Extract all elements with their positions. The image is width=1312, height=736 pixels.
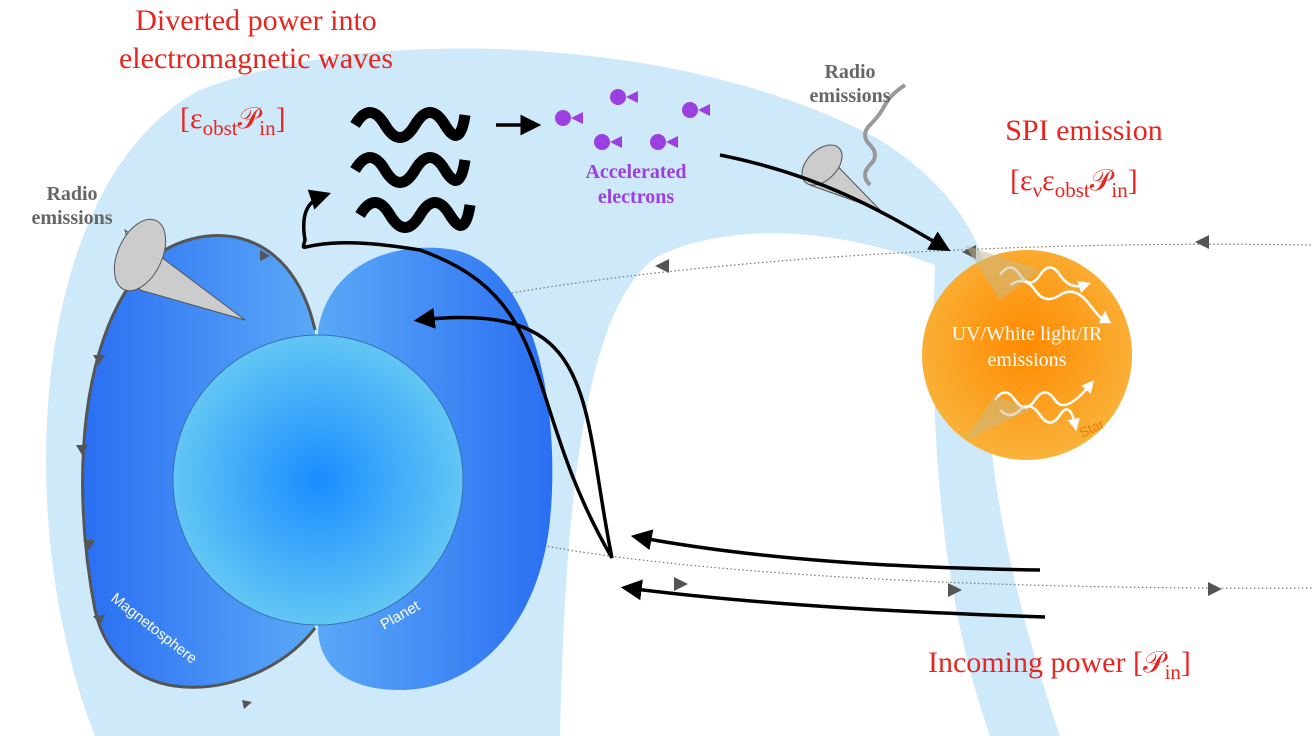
text-part: obst <box>1055 178 1090 202</box>
text-part: [ε <box>180 102 203 135</box>
text-part: emissions <box>31 207 112 229</box>
text-part: electrons <box>598 186 674 208</box>
text-part: [ε <box>1010 164 1033 197</box>
diverted-title: Diverted power into electromagnetic waves <box>119 4 393 75</box>
text-part: Radio <box>824 61 875 83</box>
text-part: Radio <box>46 183 97 205</box>
text-part: ] <box>276 102 286 135</box>
electrons-label: Accelerated electrons <box>585 161 686 208</box>
text-part: in <box>259 116 276 140</box>
star <box>922 250 1132 460</box>
text-part: 𝒫 <box>1143 646 1168 679</box>
text-part: in <box>1165 660 1182 684</box>
text-part: Accelerated <box>585 161 686 183</box>
radio-label: Radio emissions <box>809 61 890 107</box>
text-part: emissions <box>988 349 1067 371</box>
spi-title: SPI emission <box>1005 114 1163 147</box>
cones <box>113 83 907 321</box>
text-part: ] <box>1181 646 1191 679</box>
text-part: in <box>1111 178 1128 202</box>
waves <box>350 107 476 233</box>
text-part: 𝒫 <box>1090 164 1115 197</box>
spi-formula: [ενεobst𝒫in] <box>1010 164 1138 202</box>
star-emissions: UV/White light/IR emissions <box>952 323 1103 371</box>
text-part: ν <box>1033 178 1043 202</box>
text-part: 𝒫 <box>238 102 263 135</box>
text-part: ε <box>1042 164 1055 197</box>
diverted-formula: [εobst𝒫in] <box>180 102 286 140</box>
text-part: Incoming power [ <box>928 646 1143 679</box>
electron-particles <box>555 89 710 150</box>
arrows <box>301 114 1046 619</box>
planet <box>172 334 464 626</box>
text-part: obst <box>203 116 238 140</box>
text-part: emissions <box>809 85 890 107</box>
text-part: electromagnetic waves <box>119 42 393 75</box>
radio-label: Radio emissions <box>31 183 112 229</box>
incoming-label: Incoming power [𝒫in] <box>928 646 1191 684</box>
text-part: UV/White light/IR <box>952 323 1103 345</box>
orbit <box>499 243 1312 589</box>
text-part: ] <box>1128 164 1138 197</box>
cone-beams <box>965 245 1040 440</box>
text-part: Diverted power into <box>135 4 377 37</box>
